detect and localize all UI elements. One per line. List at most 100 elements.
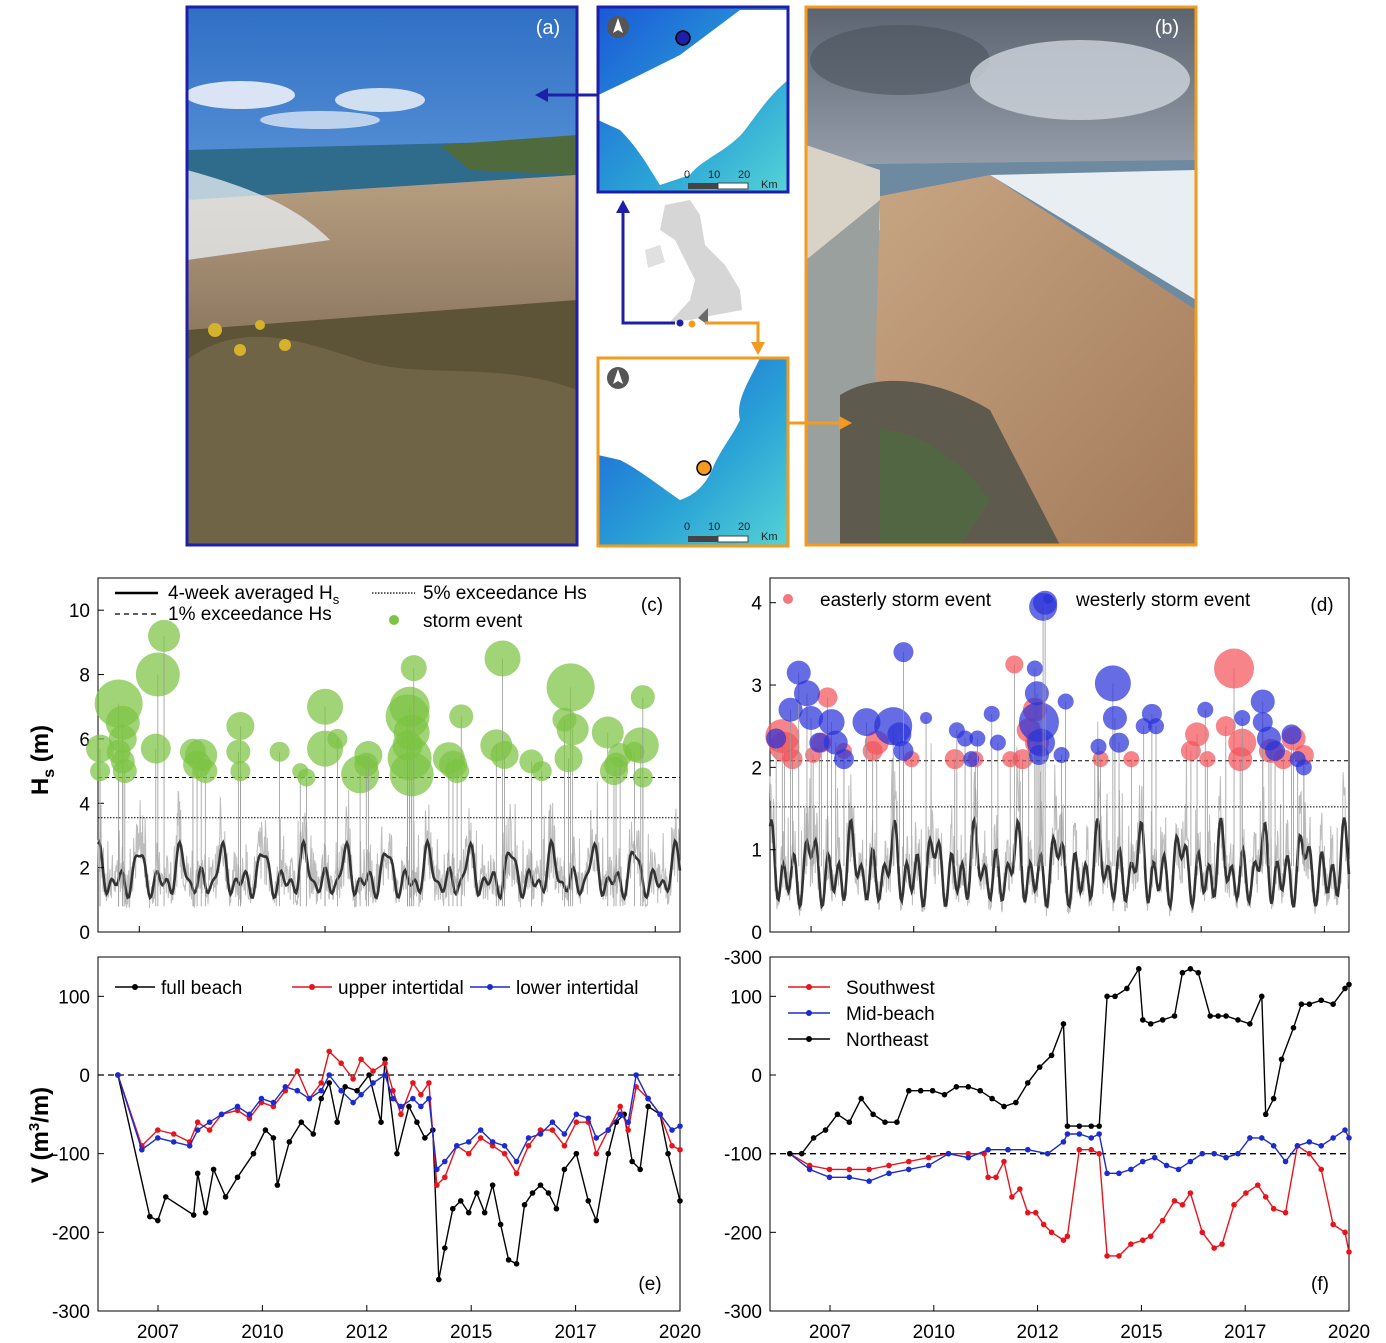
- data-point: [617, 1103, 624, 1110]
- data-point: [154, 1127, 161, 1133]
- data-point: [1262, 1111, 1269, 1118]
- data-point: [1282, 1209, 1289, 1216]
- data-point: [378, 1119, 384, 1125]
- y-axis-label: V (m3/m): [26, 1087, 54, 1183]
- data-point: [210, 1166, 217, 1173]
- easterly-bubble: [782, 749, 803, 770]
- data-point: [846, 1166, 853, 1173]
- westerly-bubble: [1102, 705, 1127, 730]
- data-point: [1024, 1146, 1031, 1153]
- data-point: [561, 1166, 568, 1173]
- data-point: [1223, 1013, 1229, 1019]
- y-tick-label: 100: [730, 987, 762, 1008]
- data-point: [501, 1150, 508, 1157]
- data-point: [294, 1087, 301, 1094]
- storm-bubble: [400, 655, 427, 682]
- data-point: [965, 1154, 972, 1161]
- y-tick-label: -300: [724, 1302, 762, 1323]
- data-point: [561, 1131, 568, 1137]
- data-point: [633, 1072, 639, 1078]
- data-point: [218, 1111, 225, 1118]
- panel-label-c: (c): [641, 595, 663, 616]
- data-point: [366, 1072, 372, 1078]
- data-point: [394, 1150, 400, 1157]
- data-point: [481, 1209, 488, 1216]
- storm-bubble: [226, 739, 251, 764]
- data-point: [370, 1068, 376, 1074]
- easterly-bubble: [1005, 655, 1024, 674]
- storm-bubble: [622, 727, 659, 764]
- chart-f: -300 -200 -100 0 100 2007 2010 2012 2015 2017 2020…: [724, 948, 1370, 1343]
- data-point: [953, 1084, 960, 1090]
- scale-10-b: 10: [708, 521, 720, 533]
- storm-bubble: [135, 652, 180, 697]
- x-tick-label: 2017: [554, 1322, 596, 1343]
- storm-bubble: [484, 640, 521, 677]
- data-point: [434, 1182, 440, 1188]
- data-point: [806, 1166, 813, 1173]
- y-tick-label: 1: [751, 841, 762, 862]
- data-point: [115, 1072, 121, 1078]
- data-point: [1235, 1150, 1241, 1157]
- data-point: [787, 1150, 793, 1157]
- data-point: [1001, 1103, 1007, 1110]
- data-point: [154, 1217, 161, 1224]
- data-point: [418, 1103, 424, 1110]
- westerly-bubble: [799, 705, 824, 730]
- data-point: [965, 1084, 972, 1090]
- storm-bubble: [630, 685, 655, 710]
- data-point: [194, 1127, 201, 1133]
- data-point: [294, 1068, 301, 1074]
- westerly-bubble: [893, 740, 914, 761]
- data-point: [1278, 1056, 1285, 1063]
- data-point: [525, 1135, 532, 1141]
- y-tick-label: 4: [79, 794, 90, 815]
- x-tick-label: 2015: [1120, 1322, 1162, 1343]
- legend-swatch-dot: [132, 984, 138, 990]
- data-point: [1112, 993, 1118, 1000]
- data-point: [382, 1072, 388, 1078]
- data-point: [338, 1060, 344, 1066]
- data-point: [170, 1131, 177, 1137]
- data-point: [549, 1119, 556, 1125]
- data-point: [489, 1143, 496, 1149]
- data-point: [1290, 1025, 1297, 1031]
- easterly-bubble: [1185, 722, 1210, 747]
- data-point: [629, 1158, 635, 1165]
- data-point: [1147, 1021, 1154, 1027]
- data-point: [573, 1150, 580, 1157]
- data-point: [645, 1103, 651, 1110]
- data-point: [1231, 1202, 1237, 1208]
- data-point: [1342, 1127, 1348, 1133]
- data-point: [334, 1119, 340, 1125]
- x-tick-label: 2012: [346, 1322, 388, 1343]
- legend-westerly-label: westerly storm event: [1075, 590, 1251, 611]
- westerly-bubble: [1295, 759, 1312, 776]
- data-point: [866, 1178, 872, 1184]
- data-point: [1207, 1013, 1213, 1019]
- data-point: [1171, 1198, 1178, 1204]
- data-point: [358, 1056, 364, 1063]
- easterly-bubble: [1199, 751, 1216, 768]
- data-point: [501, 1143, 508, 1149]
- chart-d: 0 1 2 3 4 easterly storm event westerly storm …: [751, 577, 1351, 944]
- data-point: [489, 1139, 496, 1145]
- data-point: [985, 1146, 991, 1153]
- data-point: [810, 1135, 817, 1141]
- data-point: [194, 1170, 201, 1177]
- data-point: [1159, 1217, 1166, 1224]
- storm-bubble: [297, 768, 316, 787]
- data-point: [1040, 1221, 1047, 1228]
- data-point: [1219, 1241, 1225, 1247]
- connector-arrows: [535, 88, 852, 430]
- data-point: [886, 1170, 892, 1177]
- data-point: [1001, 1158, 1007, 1165]
- data-point: [426, 1095, 432, 1102]
- data-point: [350, 1076, 356, 1082]
- data-point: [605, 1127, 612, 1133]
- storm-bubble: [140, 733, 171, 764]
- storm-bubble: [354, 741, 383, 769]
- data-point: [1243, 1190, 1249, 1196]
- data-point: [1076, 1146, 1083, 1153]
